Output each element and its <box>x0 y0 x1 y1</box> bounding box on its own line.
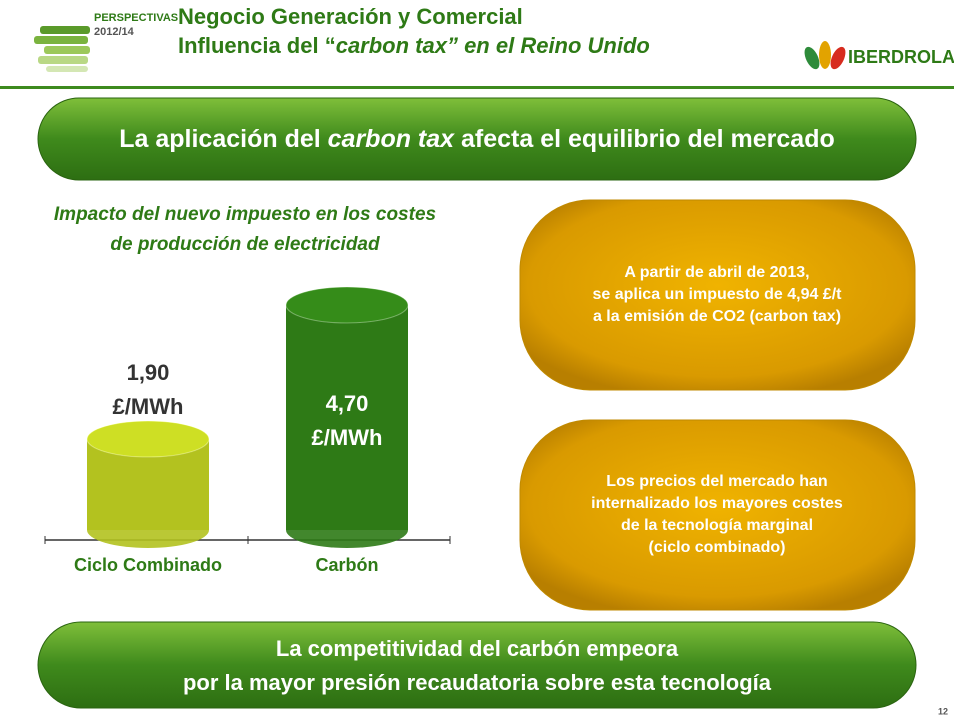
banner-top-text: La aplicación del carbon tax afecta el e… <box>119 125 835 153</box>
header-subtitle: Influencia del “carbon tax” en el Reino … <box>178 33 650 58</box>
banner-bottom <box>37 621 917 709</box>
category-label: Carbón <box>316 555 379 575</box>
banner-bottom-text: La competitividad del carbón empeora <box>276 636 679 661</box>
banner-bottom-text: por la mayor presión recaudatoria sobre … <box>183 670 772 695</box>
info-box-text: se aplica un impuesto de 4,94 £/t <box>593 286 843 303</box>
chart-title: Impacto del nuevo impuesto en los costes <box>54 204 436 225</box>
logo-year: 2012/14 <box>94 26 135 38</box>
info-box-text: A partir de abril de 2013, <box>624 264 809 281</box>
banner-plain: La aplicación del <box>119 125 327 153</box>
chart-title: de producción de electricidad <box>110 234 380 255</box>
brand-icon <box>804 41 846 70</box>
logo-text: PERSPECTIVAS <box>94 12 178 24</box>
value-label: 4,70 <box>326 391 369 416</box>
subtitle-plain: Influencia del “ <box>178 33 336 58</box>
info-box-text: de la tecnología marginal <box>621 517 813 534</box>
logo <box>34 26 90 72</box>
category-label: Ciclo Combinado <box>74 555 222 575</box>
info-box-text: a la emisión de CO2 (carbon tax) <box>593 308 841 325</box>
header-rule <box>0 86 954 89</box>
bar-top <box>86 420 210 458</box>
info-box-text: (ciclo combinado) <box>649 539 786 556</box>
bar-top <box>285 286 409 324</box>
info-box <box>519 419 916 611</box>
bar <box>286 305 408 530</box>
subtitle-italic: carbon tax” en el Reino Unido <box>336 33 650 58</box>
banner-italic: carbon tax <box>328 125 456 153</box>
banner-plain: afecta el equilibrio del mercado <box>454 125 835 153</box>
brand: IBERDROLA <box>848 47 954 67</box>
banner-top <box>37 97 917 181</box>
info-box <box>519 199 916 391</box>
info-box-text: Los precios del mercado han <box>606 473 827 490</box>
header-title: Negocio Generación y Comercial <box>178 4 523 29</box>
value-unit: £/MWh <box>113 394 184 419</box>
value-unit: £/MWh <box>312 425 383 450</box>
page-number: 12 <box>938 706 948 716</box>
value-label: 1,90 <box>127 360 170 385</box>
info-box-text: internalizado los mayores costes <box>591 495 843 512</box>
